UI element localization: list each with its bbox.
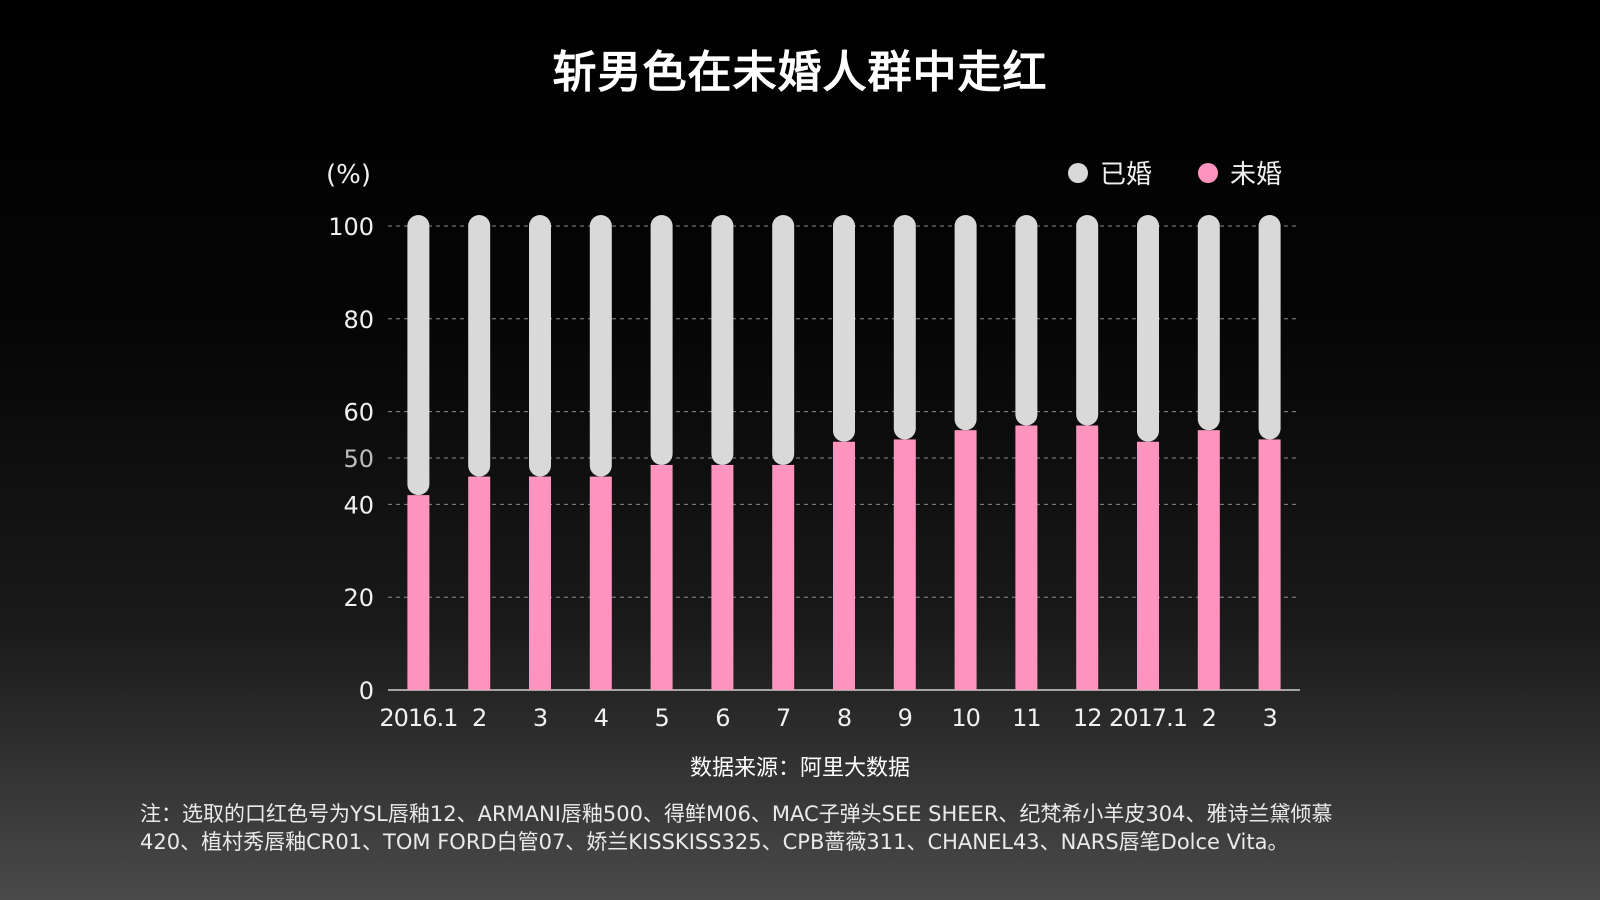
bar-unmarried [1015,425,1038,690]
bar-unmarried [589,476,612,690]
bar-married [1258,215,1281,440]
x-tick-label: 7 [776,704,790,732]
x-tick-label: 5 [654,704,668,732]
bar-unmarried [893,439,916,690]
chart-title: 斩男色在未婚人群中走红 [552,47,1048,98]
x-tick-label: 9 [898,704,912,732]
footnote-line-1: 注：选取的口红色号为YSL唇釉12、ARMANI唇釉500、得鲜M06、MAC子… [140,802,1333,826]
bar-married [589,215,612,477]
bar-unmarried [772,464,795,690]
legend: 已婚 未婚 [1068,154,1310,191]
footnote: 注：选取的口红色号为YSL唇釉12、ARMANI唇釉500、得鲜M06、MAC子… [140,800,1440,856]
x-tick-label: 3 [533,704,547,732]
bar-married [468,215,491,477]
x-tick-label: 6 [715,704,729,732]
bar-married [954,215,977,431]
y-tick-label: 50 [343,445,374,473]
legend-unmarried-label: 未婚 [1230,160,1283,190]
bar-married [833,215,855,442]
x-tick-label: 4 [594,704,608,732]
bar-unmarried [529,476,551,690]
bar-unmarried [833,441,855,690]
bar-married [407,215,430,496]
x-tick-label: 2017.1 [1109,704,1187,732]
y-axis-unit-label: (%) [326,160,371,190]
y-tick-label: 100 [328,213,374,241]
data-source: 数据来源：阿里大数据 [689,756,910,781]
bar-married [893,215,916,440]
x-tick-label: 11 [1012,704,1041,732]
bar-unmarried [407,495,430,690]
bar-married [711,215,734,465]
bar-married [1137,215,1159,442]
y-tick-label: 60 [343,399,374,427]
bar-married [650,215,673,465]
bar-unmarried [650,464,673,690]
bar-married [1015,215,1038,426]
bar-unmarried [954,430,977,690]
y-tick-label: 40 [343,491,374,519]
legend-married-dot [1068,162,1088,183]
x-tick-label: 3 [1262,704,1276,732]
bar-unmarried [1197,430,1220,690]
y-tick-label: 80 [343,306,374,334]
bar-married [529,215,551,477]
bar-unmarried [468,476,491,690]
bar-unmarried [711,464,734,690]
x-tick-label: 10 [951,704,980,732]
x-tick-label: 2 [1202,704,1216,732]
legend-married-label: 已婚 [1100,160,1153,190]
x-tick-label: 2016.1 [379,704,457,732]
bar-married [1197,215,1220,431]
legend-item-married: 已婚 [1068,154,1152,191]
bar-married [772,215,795,465]
bar-unmarried [1258,439,1281,690]
footnote-line-2: 420、植村秀唇釉CR01、TOM FORD白管07、娇兰KISSKISS325… [140,830,1289,854]
x-tick-label: 8 [837,704,851,732]
legend-item-unmarried: 未婚 [1198,154,1282,191]
y-tick-label: 0 [359,677,374,705]
x-tick-label: 12 [1073,704,1102,732]
y-tick-label: 20 [343,584,374,612]
bar-unmarried [1076,425,1099,690]
x-tick-label: 2 [472,704,486,732]
legend-unmarried-dot [1198,162,1219,183]
bar-unmarried [1137,441,1159,690]
bar-married [1076,215,1099,426]
